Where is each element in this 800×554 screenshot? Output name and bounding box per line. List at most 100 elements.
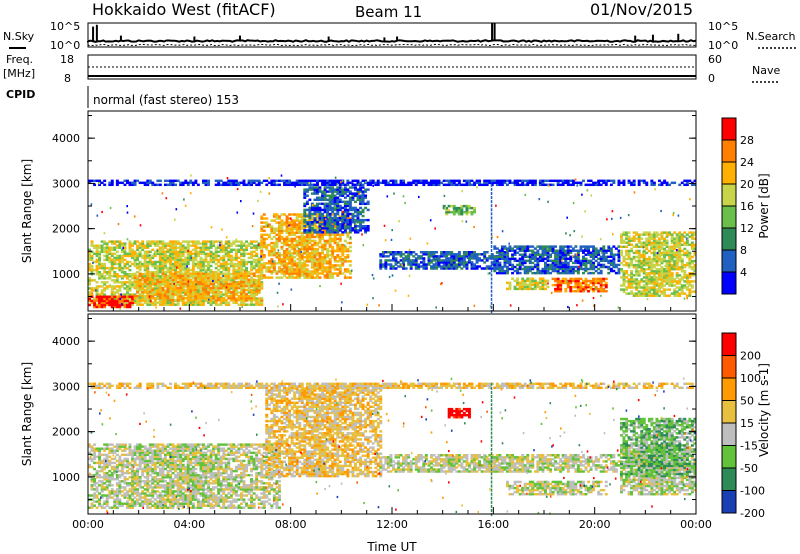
- heatmap-cell: [516, 279, 520, 283]
- heatmap-cell: [576, 257, 580, 261]
- heatmap-cell: [120, 254, 124, 258]
- heatmap-cell: [283, 262, 287, 265]
- heatmap-cell: [316, 215, 319, 218]
- heatmap-cell: [290, 231, 294, 235]
- heatmap-cell: [566, 247, 570, 250]
- heatmap-cell: [625, 276, 629, 279]
- heatmap-cell: [310, 219, 314, 222]
- heatmap-cell: [300, 241, 304, 245]
- heatmap-cell: [240, 284, 243, 288]
- heatmap-cell: [331, 213, 335, 216]
- heatmap-cell: [217, 284, 221, 288]
- heatmap-cell: [224, 282, 228, 286]
- heatmap-cell: [665, 259, 669, 263]
- heatmap-cell: [303, 264, 307, 267]
- heatmap-cell: [169, 292, 173, 296]
- date-label: 01/Nov/2015: [590, 0, 693, 19]
- heatmap-cell: [164, 284, 167, 288]
- heatmap-cell: [604, 255, 608, 259]
- heatmap-cell: [516, 271, 520, 275]
- heatmap-cell: [402, 265, 406, 268]
- heatmap-cell: [90, 240, 94, 243]
- heatmap-cell: [437, 265, 441, 268]
- heatmap-cell: [564, 257, 568, 261]
- heatmap-cell: [105, 287, 109, 290]
- heatmap-cell: [625, 231, 629, 234]
- heatmap-cell: [457, 257, 461, 260]
- heatmap-cell: [308, 227, 312, 230]
- heatmap-cell: [635, 270, 639, 273]
- heatmap-cell: [194, 242, 198, 245]
- heatmap-cell: [430, 259, 433, 262]
- heatmap-cell: [123, 244, 127, 247]
- heatmap-cell: [196, 264, 200, 268]
- heatmap-cell: [516, 267, 520, 271]
- heatmap-cell: [326, 239, 330, 243]
- heatmap-cell: [569, 251, 573, 254]
- heatmap-cell: [285, 217, 289, 220]
- heatmap-cell: [219, 240, 223, 243]
- heatmap-cell: [136, 252, 140, 256]
- heatmap-cell: [465, 261, 469, 264]
- heatmap-cell: [288, 276, 292, 279]
- heatmap-cell: [627, 274, 631, 277]
- heatmap-cell: [237, 248, 241, 252]
- heatmap-cell: [356, 225, 360, 228]
- heatmap-cell: [673, 255, 677, 259]
- heatmap-cell: [323, 198, 327, 202]
- heatmap-cell: [283, 243, 287, 247]
- heatmap-cell: [341, 249, 345, 253]
- heatmap-cell: [300, 256, 304, 259]
- heatmap-cell: [336, 212, 340, 216]
- heatmap-cell: [313, 260, 317, 263]
- heatmap-cell: [275, 227, 279, 230]
- heatmap-cell: [554, 251, 558, 254]
- heatmap-cell: [308, 198, 312, 202]
- heatmap-cell: [110, 254, 114, 258]
- heatmap-cell: [607, 265, 611, 269]
- heatmap-cell: [351, 186, 355, 189]
- heatmap-cell: [331, 239, 335, 243]
- heatmap-cell: [161, 290, 165, 294]
- heatmap-cell: [668, 255, 672, 259]
- heatmap-cell: [194, 258, 198, 262]
- heatmap-cell: [199, 242, 203, 245]
- heatmap-cell: [207, 292, 211, 296]
- heatmap-cell: [209, 242, 213, 245]
- heatmap-cell: [665, 243, 669, 247]
- heatmap-cell: [209, 297, 213, 300]
- heatmap-cell: [511, 265, 515, 269]
- heatmap-cell: [176, 294, 180, 298]
- heatmap-cell: [576, 283, 580, 287]
- heatmap-cell: [164, 294, 167, 298]
- heatmap-cell: [110, 291, 114, 294]
- heatmap-cell: [457, 209, 461, 212]
- heatmap-cell: [652, 274, 656, 277]
- heatmap-cell: [308, 223, 312, 226]
- heatmap-cell: [338, 198, 342, 202]
- heatmap-cell: [660, 235, 664, 238]
- heatmap-cell: [136, 283, 140, 286]
- heatmap-cell: [316, 225, 319, 228]
- heatmap-cell: [267, 270, 271, 273]
- heatmap-cell: [146, 242, 150, 245]
- heatmap-cell: [161, 254, 165, 258]
- heatmap-cell: [105, 299, 109, 303]
- heatmap-cell: [680, 263, 684, 267]
- heatmap-cell: [255, 258, 259, 262]
- heatmap-cell: [620, 253, 623, 257]
- heatmap-cell: [298, 270, 302, 273]
- heatmap-cell: [272, 213, 276, 216]
- heatmap-cell: [582, 263, 585, 267]
- heatmap-cell: [166, 250, 170, 254]
- heatmap-cell: [250, 262, 254, 266]
- heatmap-cell: [191, 256, 195, 260]
- heatmap-cell: [123, 242, 127, 245]
- heatmap-cell: [582, 249, 585, 252]
- heatmap-cell: [359, 223, 363, 226]
- heatmap-cell: [118, 275, 122, 278]
- heatmap-cell: [440, 265, 444, 268]
- heatmap-cell: [343, 202, 347, 206]
- heatmap-cell: [571, 279, 575, 283]
- heatmap-cell: [556, 255, 560, 259]
